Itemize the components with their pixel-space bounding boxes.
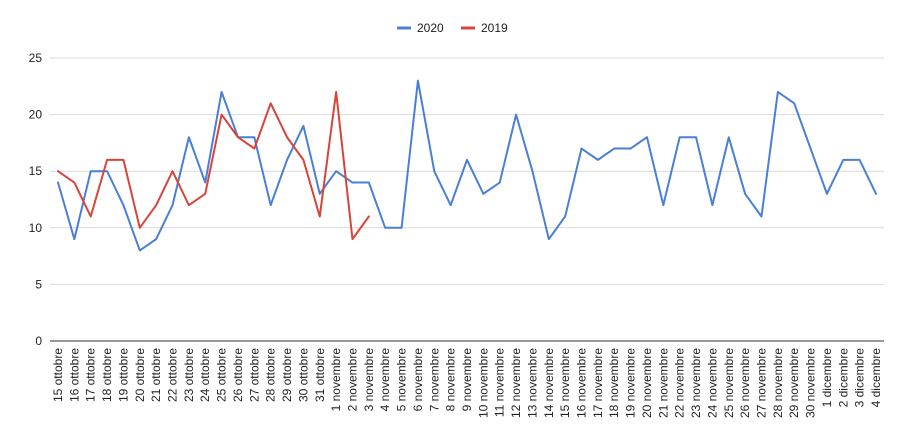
x-tick-label: 23 ottobre [182, 348, 196, 402]
x-tick-label: 24 novembre [705, 348, 719, 418]
y-axis: 0 5 10 15 20 25 [29, 51, 43, 348]
x-tick-label: 25 novembre [722, 348, 736, 418]
x-tick-label: 13 novembre [525, 348, 539, 418]
x-tick-label: 18 ottobre [100, 348, 114, 402]
x-tick-label: 12 novembre [509, 348, 523, 418]
x-tick-label: 23 novembre [689, 348, 703, 418]
y-tick-label: 15 [29, 164, 43, 178]
series-lines [57, 79, 877, 252]
x-tick-label: 18 novembre [607, 348, 621, 418]
x-tick-label: 28 novembre [771, 348, 785, 418]
y-tick-label: 25 [29, 51, 43, 65]
y-tick-label: 10 [29, 221, 43, 235]
x-tick-label: 11 novembre [493, 348, 507, 417]
x-tick-label: 29 ottobre [280, 348, 294, 402]
y-tick-label: 0 [35, 334, 42, 348]
x-tick-label: 24 ottobre [198, 348, 212, 402]
legend: 2020 2019 [397, 21, 508, 35]
x-tick-label: 16 novembre [575, 348, 589, 418]
x-tick-label: 2 novembre [345, 348, 359, 412]
x-tick-label: 7 novembre [427, 348, 441, 412]
x-tick-label: 9 novembre [460, 348, 474, 412]
x-tick-label: 6 novembre [411, 348, 425, 412]
x-tick-label: 10 novembre [476, 348, 490, 418]
x-tick-label: 20 ottobre [133, 348, 147, 402]
x-tick-label: 30 ottobre [296, 348, 310, 402]
x-tick-label: 21 ottobre [149, 348, 163, 402]
x-tick-label: 15 novembre [558, 348, 572, 418]
x-tick-label: 19 novembre [624, 348, 638, 418]
x-tick-label: 26 ottobre [231, 348, 245, 402]
legend-label-2019: 2019 [481, 21, 508, 35]
x-tick-label: 22 ottobre [166, 348, 180, 402]
x-tick-label: 26 novembre [738, 348, 752, 418]
legend-label-2020: 2020 [417, 21, 444, 35]
x-tick-label: 16 ottobre [67, 348, 81, 402]
y-tick-label: 20 [29, 108, 43, 122]
x-tick-label: 22 novembre [673, 348, 687, 418]
x-tick-label: 14 novembre [542, 348, 556, 418]
x-tick-label: 27 novembre [754, 348, 768, 418]
x-tick-label: 3 novembre [362, 348, 376, 412]
x-tick-label: 28 ottobre [264, 348, 278, 402]
x-tick-label: 21 novembre [656, 348, 670, 418]
x-tick-label: 19 ottobre [116, 348, 130, 402]
x-tick-label: 29 novembre [787, 348, 801, 418]
series-line-2020 [57, 79, 877, 252]
x-tick-label: 27 ottobre [247, 348, 261, 402]
y-tick-label: 5 [35, 277, 42, 291]
x-tick-label: 8 novembre [444, 348, 458, 412]
x-tick-label: 31 ottobre [313, 348, 327, 402]
x-tick-label: 1 novembre [329, 348, 343, 412]
x-tick-label: 30 novembre [804, 348, 818, 418]
x-tick-label: 3 dicembre [853, 348, 867, 408]
x-tick-label: 25 ottobre [215, 348, 229, 402]
x-tick-label: 2 dicembre [836, 348, 850, 408]
x-tick-label: 17 ottobre [84, 348, 98, 402]
x-tick-label: 17 novembre [591, 348, 605, 418]
x-tick-label: 20 novembre [640, 348, 654, 418]
x-tick-label: 1 dicembre [820, 348, 834, 408]
x-tick-label: 5 novembre [395, 348, 409, 412]
x-axis: 15 ottobre 16 ottobre 17 ottobre 18 ottobre… [51, 348, 883, 418]
series-line-2019 [57, 90, 370, 241]
x-tick-label: 4 novembre [378, 348, 392, 412]
gridlines [50, 57, 884, 342]
x-tick-label: 4 dicembre [869, 348, 883, 408]
x-tick-label: 15 ottobre [51, 348, 65, 402]
